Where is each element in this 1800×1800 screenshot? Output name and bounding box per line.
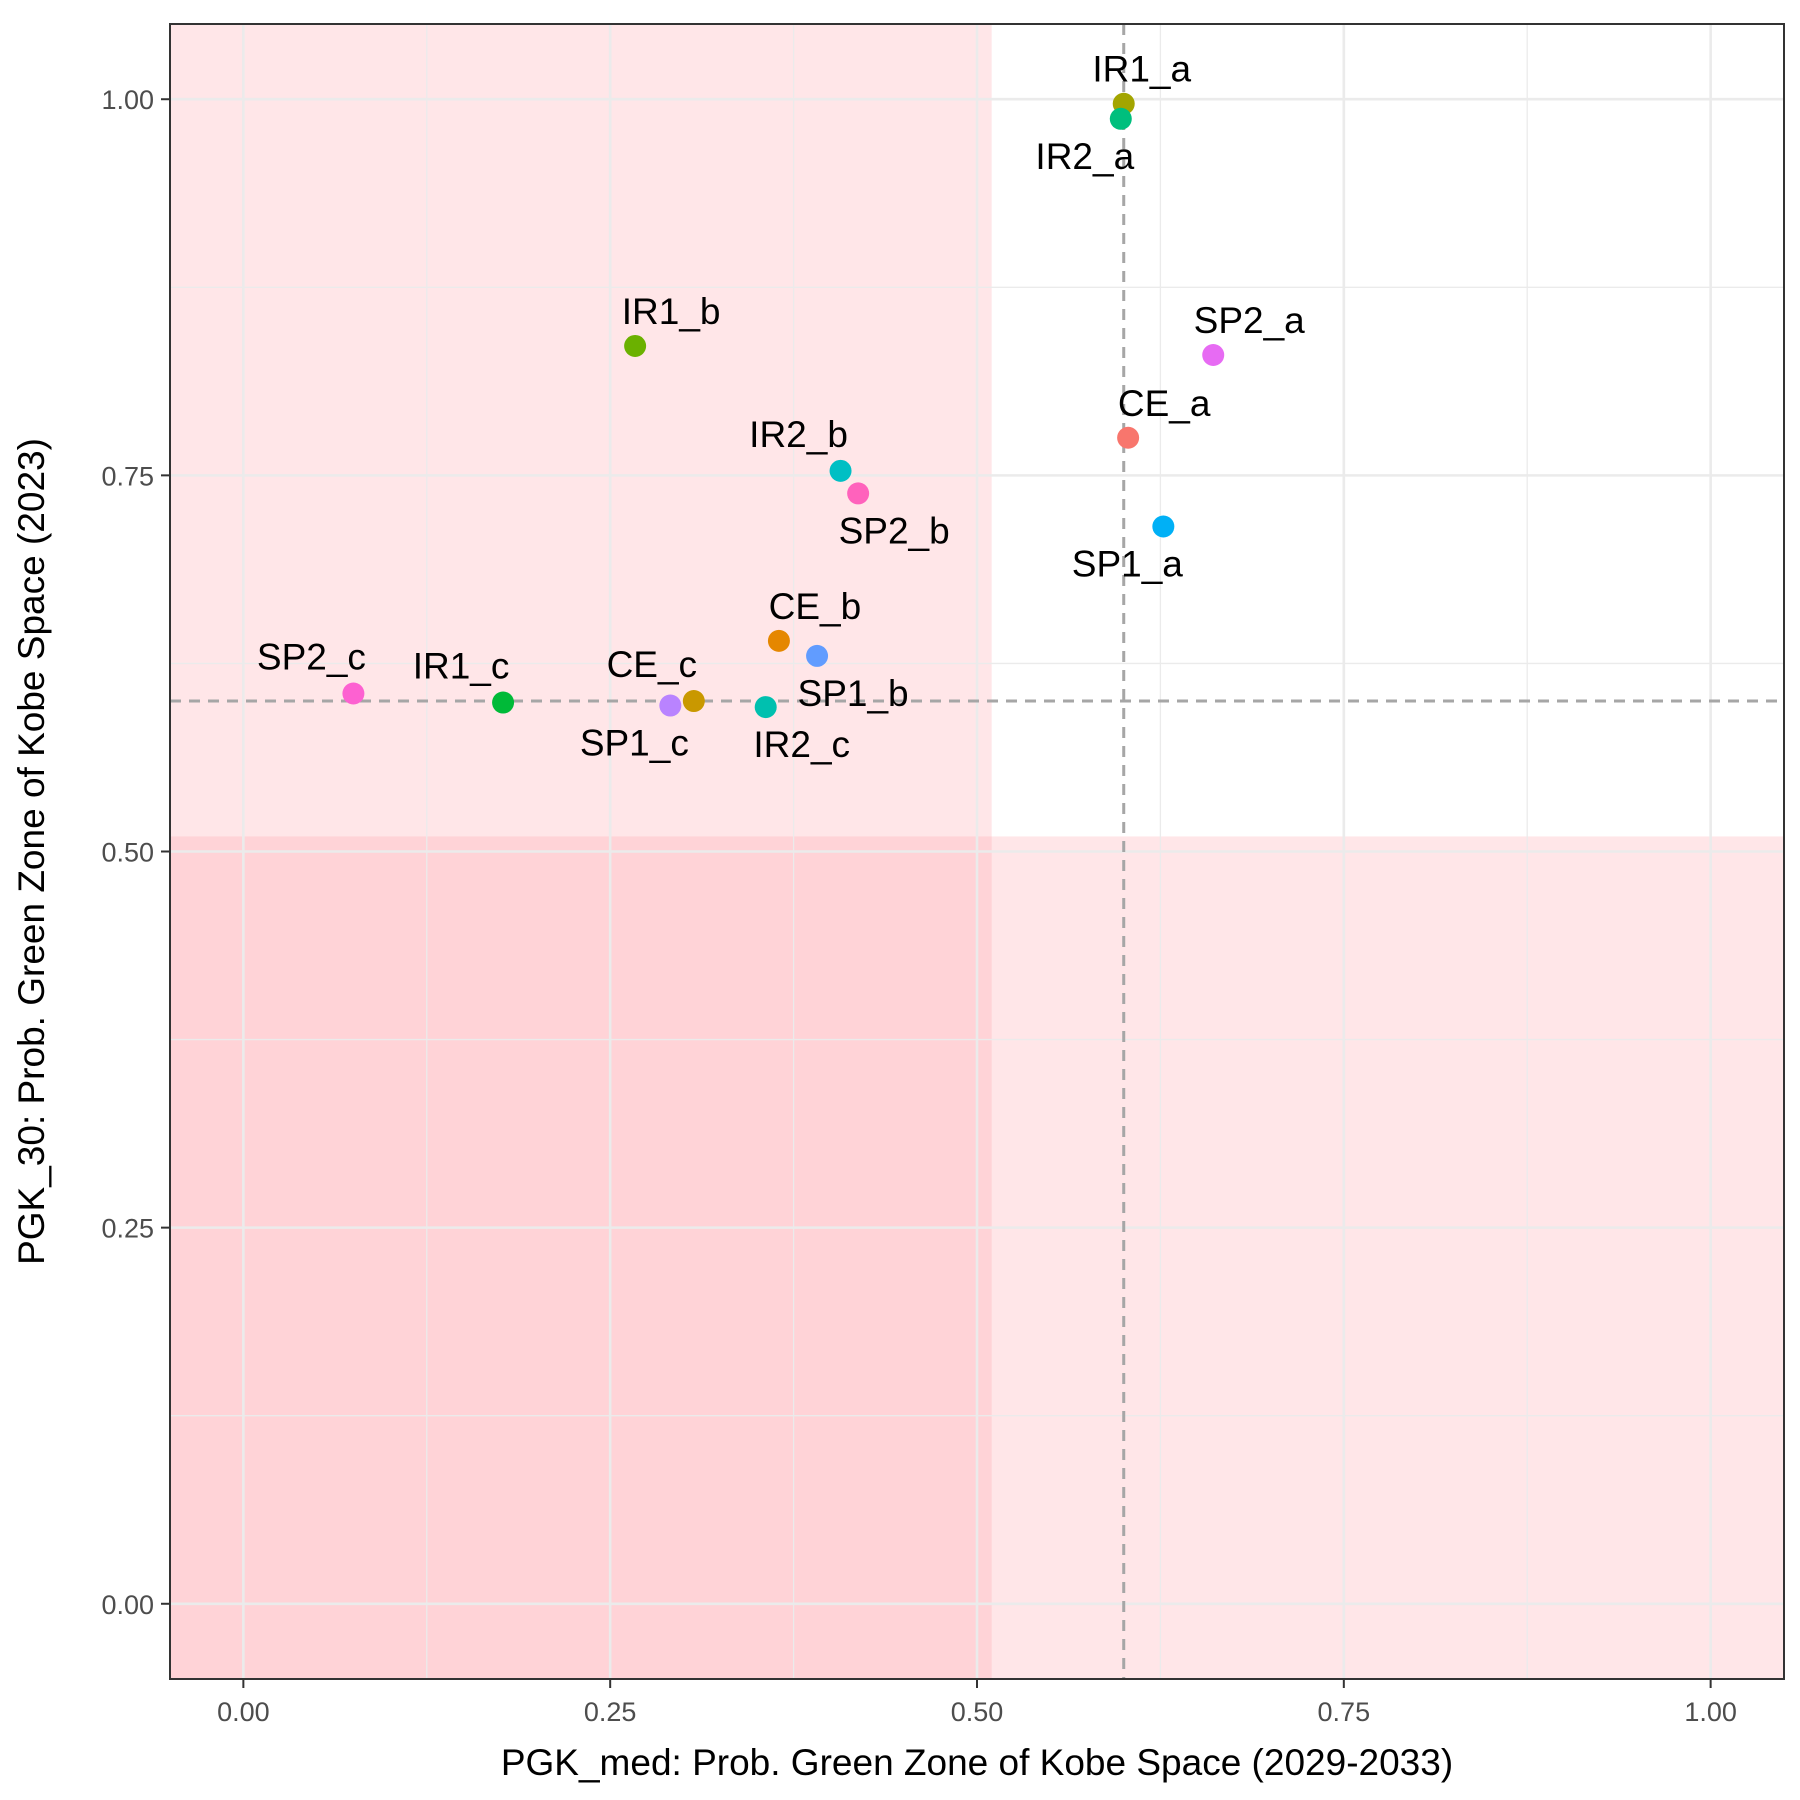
y-axis-title: PGK_30: Prob. Green Zone of Kobe Space (… bbox=[11, 438, 52, 1265]
point-label-ce-b: CE_b bbox=[769, 586, 862, 627]
point-label-ce-a: CE_a bbox=[1118, 383, 1211, 424]
data-points bbox=[342, 92, 1225, 719]
data-point-ir2-c bbox=[754, 696, 777, 719]
point-label-ir1-a: IR1_a bbox=[1092, 49, 1191, 90]
data-point-sp1-a bbox=[1152, 515, 1175, 538]
data-point-ir2-b bbox=[829, 459, 852, 482]
reference-lines bbox=[170, 24, 1784, 1679]
point-label-ir1-b: IR1_b bbox=[622, 291, 721, 332]
x-tick-label: 0.75 bbox=[1318, 1697, 1371, 1727]
x-tick-label: 0.00 bbox=[217, 1697, 270, 1727]
data-point-ce-c bbox=[682, 690, 705, 713]
data-point-ce-a bbox=[1117, 426, 1140, 449]
y-tick-label: 0.25 bbox=[101, 1214, 154, 1244]
point-label-sp1-c: SP1_c bbox=[580, 723, 689, 764]
x-tick-label: 0.25 bbox=[584, 1697, 637, 1727]
x-axis-title: PGK_med: Prob. Green Zone of Kobe Space … bbox=[501, 1742, 1453, 1783]
y-tick-label: 0.50 bbox=[101, 838, 154, 868]
data-point-sp2-a bbox=[1202, 344, 1225, 366]
data-point-sp1-b bbox=[806, 644, 829, 667]
y-tick-label: 0.00 bbox=[101, 1590, 154, 1620]
data-point-ce-b bbox=[767, 629, 790, 652]
data-point-sp1-c bbox=[659, 694, 682, 717]
data-point-sp2-c bbox=[342, 682, 365, 705]
axis-ticks: 0.00 0.25 0.50 0.75 1.00 0.00 0.25 0.50 0.75 1.00 bbox=[101, 85, 1736, 1727]
data-point-ir2-a bbox=[1109, 107, 1132, 130]
data-point-ir1-b bbox=[624, 334, 647, 357]
point-label-sp2-b: SP2_b bbox=[839, 510, 950, 551]
data-point-sp2-b bbox=[847, 482, 870, 505]
point-label-sp2-a: SP2_a bbox=[1194, 300, 1306, 341]
point-labels: IR1_a IR2_a SP2_a CE_a SP1_a IR1_b IR2_b SP2_b C… bbox=[257, 49, 1305, 765]
point-label-ir2-a: IR2_a bbox=[1035, 136, 1134, 177]
point-label-ir1-c: IR1_c bbox=[413, 646, 510, 687]
point-label-sp1-b: SP1_b bbox=[798, 673, 909, 714]
point-label-ce-c: CE_c bbox=[607, 644, 697, 685]
x-tick-label: 0.50 bbox=[951, 1697, 1004, 1727]
point-label-sp2-c: SP2_c bbox=[257, 637, 366, 678]
point-label-sp1-a: SP1_a bbox=[1072, 544, 1184, 585]
y-tick-label: 0.75 bbox=[101, 461, 154, 491]
point-label-ir2-b: IR2_b bbox=[749, 414, 848, 455]
gridlines bbox=[170, 24, 1784, 1679]
x-tick-label: 1.00 bbox=[1684, 1697, 1737, 1727]
data-point-ir1-c bbox=[492, 691, 515, 714]
point-label-ir2-c: IR2_c bbox=[753, 724, 850, 765]
y-tick-label: 1.00 bbox=[101, 85, 154, 115]
